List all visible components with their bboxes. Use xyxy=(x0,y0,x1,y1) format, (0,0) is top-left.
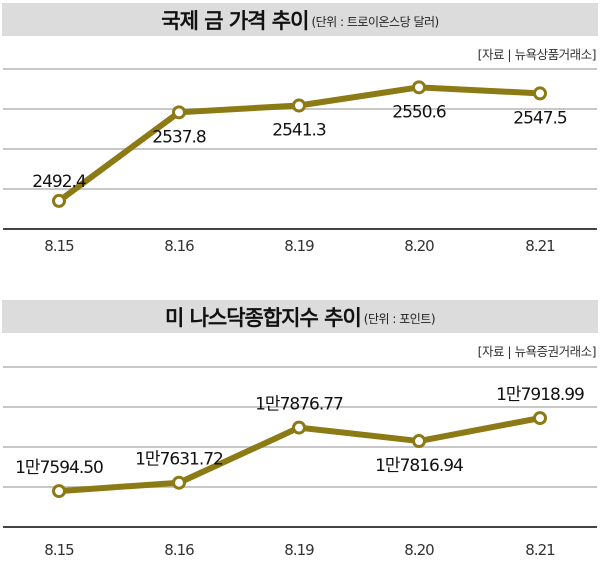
x-tick-label: 8.19 xyxy=(284,237,314,255)
chart2-title-band: 미 나스닥종합지수 추이 (단위 : 포인트) xyxy=(2,300,598,333)
x-tick-label: 8.16 xyxy=(164,237,194,255)
x-tick-label: 8.19 xyxy=(284,541,314,559)
chart2-title: 미 나스닥종합지수 추이 xyxy=(164,305,362,330)
x-tick-label: 8.20 xyxy=(404,237,434,255)
data-point-marker xyxy=(52,484,66,499)
chart1-source: [자료 | 뉴욕상품거래소] xyxy=(477,47,597,62)
data-point-marker xyxy=(412,434,426,449)
chart1-title-band: 국제 금 가격 추이 (단위 : 트로이온스당 달러) xyxy=(2,3,598,36)
data-point-marker xyxy=(172,475,186,490)
data-label: 2492.4 xyxy=(32,172,86,192)
x-tick-label: 8.15 xyxy=(44,237,74,255)
data-point-marker xyxy=(533,411,547,426)
data-point-marker xyxy=(52,193,66,208)
chart1-title: 국제 금 가격 추이 xyxy=(161,8,309,33)
x-tick-label: 8.21 xyxy=(525,541,555,559)
data-point-marker xyxy=(292,98,306,113)
chart1-unit: (단위 : 트로이온스당 달러) xyxy=(311,15,439,29)
data-label: 1만7816.94 xyxy=(375,456,463,476)
data-point-marker xyxy=(412,80,426,95)
data-label: 2541.3 xyxy=(272,120,326,140)
data-point-marker xyxy=(533,86,547,101)
data-point-marker xyxy=(292,420,306,435)
x-tick-label: 8.21 xyxy=(525,237,555,255)
x-tick-label: 8.20 xyxy=(404,541,434,559)
data-label: 1만7631.72 xyxy=(135,450,223,470)
data-label: 1만7594.50 xyxy=(15,458,103,478)
data-label: 1만7876.77 xyxy=(255,395,343,415)
data-label: 1만7918.99 xyxy=(496,385,584,405)
x-tick-label: 8.16 xyxy=(164,541,194,559)
x-tick-label: 8.15 xyxy=(44,541,74,559)
data-label: 2537.8 xyxy=(152,127,206,147)
data-label: 2547.5 xyxy=(513,108,567,128)
data-point-marker xyxy=(172,105,186,120)
data-label: 2550.6 xyxy=(392,102,446,122)
chart1-plot: 2492.4 2537.8 2541.3 2550.6 2547.5 8.15 8.16 8.… xyxy=(3,68,597,255)
chart2-source: [자료 | 뉴욕증권거래소] xyxy=(477,344,597,359)
chart2-unit: (단위 : 포인트) xyxy=(363,312,436,326)
